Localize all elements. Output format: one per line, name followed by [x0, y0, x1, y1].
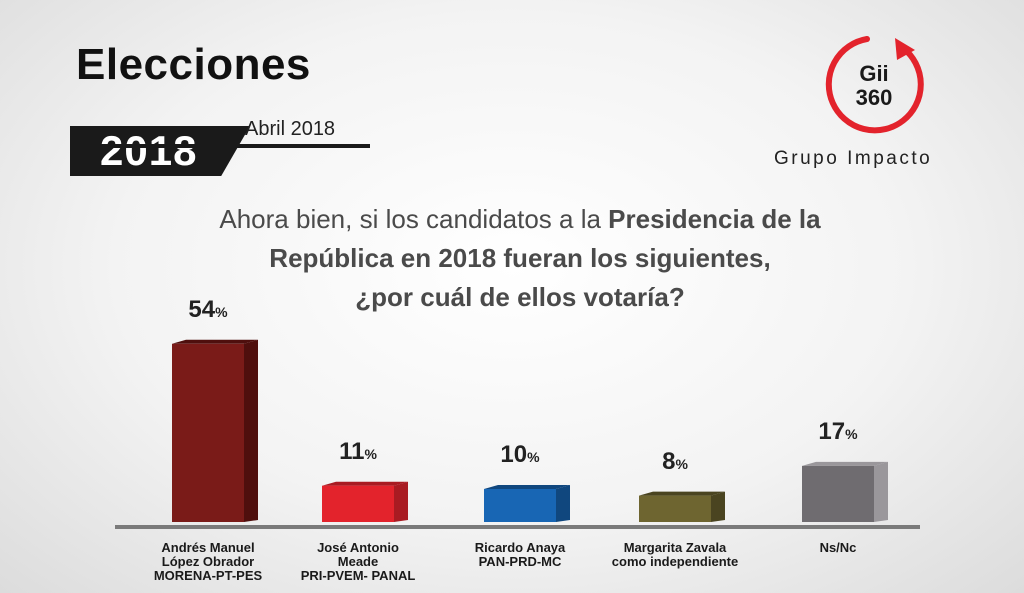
category-label-2: Ricardo Anaya PAN-PRD-MC [440, 541, 600, 569]
value-label-3: 8% [625, 448, 725, 476]
bar-3 [639, 491, 725, 522]
bar-front-4 [802, 465, 874, 522]
category-line-3-1: como independiente [611, 554, 739, 569]
value-label-2: 10% [470, 441, 570, 469]
bar-front-1 [322, 485, 394, 522]
value-unit-0: % [215, 303, 228, 320]
category-line-4-0: Ns/Nc [819, 540, 857, 555]
category-line-0-1: López Obrador [161, 554, 255, 569]
category-line-1-0: José Antonio [317, 540, 399, 555]
bar-4 [802, 461, 888, 522]
category-line-3-0: Margarita Zavala [623, 540, 727, 555]
category-label-4: Ns/Nc [758, 541, 918, 555]
bar-front-0 [172, 343, 244, 522]
question-part3: ¿por cuál de ellos votaría? [355, 282, 685, 312]
value-number-4: 17 [818, 417, 846, 445]
header-title: Elecciones [76, 40, 311, 89]
value-number-1: 11 [339, 437, 365, 465]
question-part1: Ahora bien, si los candidatos a la [219, 204, 609, 234]
logo-line2: 360 [855, 85, 893, 110]
category-line-0-2: MORENA-PT-PES [153, 568, 263, 583]
bar-top-0 [172, 339, 258, 344]
bar-front-3 [639, 495, 711, 522]
question-part2: Presidencia de la República en 2018 fuer… [269, 204, 821, 273]
category-line-2-0: Ricardo Anaya [474, 540, 566, 555]
header-rule [70, 144, 370, 148]
category-line-0-0: Andrés Manuel [161, 540, 255, 555]
bar-side-1 [394, 481, 408, 522]
value-number-2: 10 [500, 441, 528, 468]
logo-mark: Gii 360 [852, 62, 896, 110]
value-unit-4: % [845, 425, 858, 442]
category-line-2-1: PAN-PRD-MC [478, 554, 562, 569]
bar-top-4 [802, 461, 888, 466]
bar-0 [172, 339, 258, 522]
bar-top-2 [484, 485, 570, 489]
header-year: 2018 [100, 127, 198, 174]
header: Elecciones 2018 Abril 2018 [70, 40, 370, 176]
header-month: Abril 2018 [245, 118, 336, 140]
value-label-1: 11% [308, 438, 408, 466]
bar-top-3 [639, 491, 725, 496]
category-line-1-1: Meade [337, 554, 379, 569]
value-number-3: 8 [662, 447, 676, 475]
bar-2 [484, 485, 570, 522]
category-label-0: Andrés Manuel López Obrador MORENA-PT-PES [128, 541, 288, 583]
bar-side-0 [244, 339, 258, 522]
value-label-4: 17% [788, 418, 888, 446]
bar-side-4 [874, 461, 888, 522]
logo: Gii 360 Grupo Impacto [760, 30, 990, 180]
logo-circle-icon [825, 36, 924, 134]
value-label-0: 54% [158, 296, 258, 324]
value-unit-2: % [527, 449, 540, 465]
bar-side-2 [556, 485, 570, 522]
category-label-3: Margarita Zavala como independiente [595, 541, 755, 569]
bar-side-3 [711, 491, 725, 522]
value-unit-3: % [675, 455, 688, 472]
category-line-1-2: PRI-PVEM- PANAL [300, 568, 416, 583]
bar-1 [322, 481, 408, 522]
value-number-0: 54 [188, 295, 216, 323]
year-band [70, 126, 250, 176]
bar-front-2 [484, 489, 556, 522]
value-unit-1: % [364, 445, 377, 462]
category-label-1: José Antonio Meade PRI-PVEM- PANAL [278, 541, 438, 583]
question-text: Ahora bien, si los candidatos a la Presi… [160, 200, 880, 317]
logo-name: Grupo Impacto [774, 148, 933, 169]
bar-top-1 [322, 481, 408, 486]
logo-line1: Gii [859, 61, 889, 86]
